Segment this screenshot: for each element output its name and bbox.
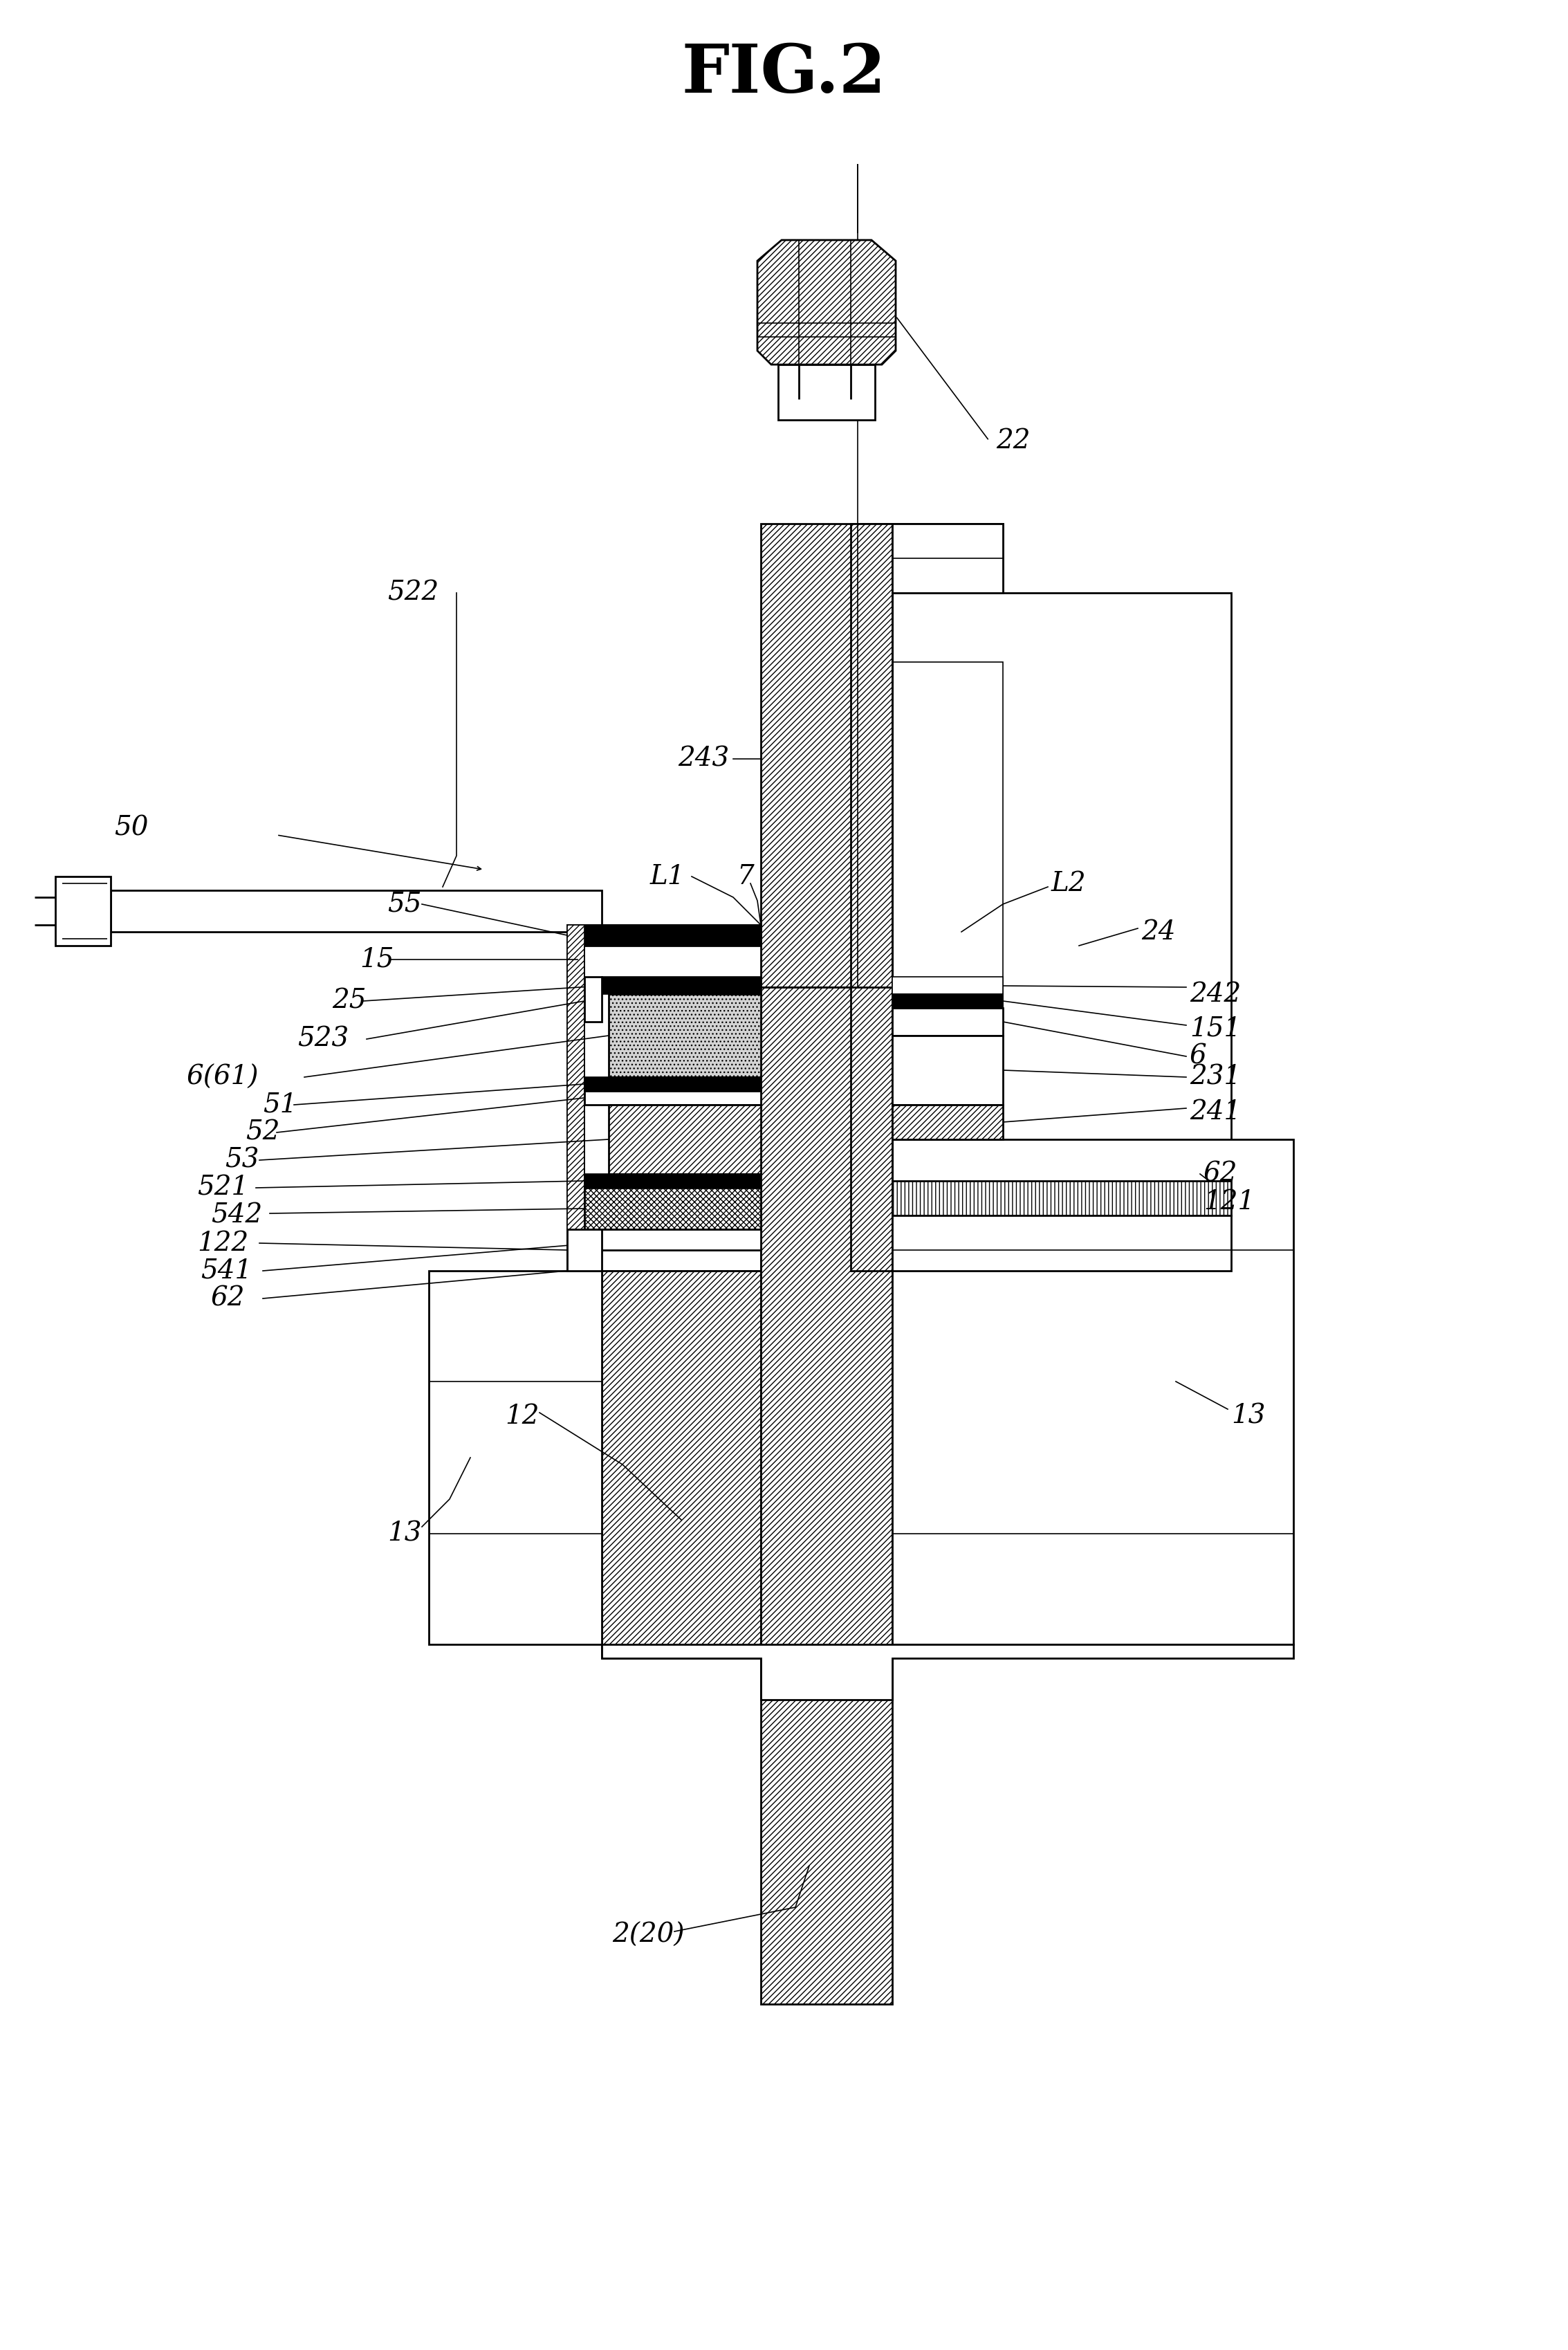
Text: 541: 541 <box>201 1257 252 1283</box>
Text: 13: 13 <box>1231 1403 1265 1429</box>
Text: 50: 50 <box>114 815 149 841</box>
Bar <box>585 1090 760 1104</box>
Bar <box>585 1175 760 1187</box>
Text: 7: 7 <box>737 865 754 888</box>
Polygon shape <box>602 1645 1294 1699</box>
Bar <box>602 978 760 994</box>
Text: L2: L2 <box>1051 869 1087 895</box>
Bar <box>111 891 602 933</box>
Text: 542: 542 <box>212 1203 262 1229</box>
Text: 52: 52 <box>246 1119 279 1144</box>
Bar <box>892 978 1004 994</box>
Text: 122: 122 <box>198 1231 248 1255</box>
Text: 2(20): 2(20) <box>612 1922 684 1948</box>
Text: 242: 242 <box>1190 982 1240 1006</box>
Bar <box>760 1659 892 2005</box>
Text: 121: 121 <box>1204 1189 1254 1215</box>
Bar <box>757 987 851 1015</box>
Text: 62: 62 <box>1204 1161 1237 1187</box>
Text: 12: 12 <box>505 1403 539 1429</box>
Bar <box>55 877 111 945</box>
Bar <box>428 1271 602 1645</box>
Text: 6(61): 6(61) <box>187 1065 259 1090</box>
Text: 15: 15 <box>359 947 394 973</box>
Bar <box>778 364 875 421</box>
Bar <box>568 926 585 1271</box>
Bar <box>568 926 760 945</box>
Text: 62: 62 <box>212 1285 245 1311</box>
Text: 53: 53 <box>224 1147 259 1173</box>
Text: 22: 22 <box>996 428 1030 454</box>
Bar <box>585 978 602 1022</box>
Bar <box>892 1036 1004 1104</box>
Bar <box>892 994 1004 1008</box>
Bar <box>568 926 760 1271</box>
Bar <box>608 1104 760 1175</box>
Text: 51: 51 <box>263 1093 296 1119</box>
Text: 522: 522 <box>387 580 439 606</box>
Bar <box>892 524 1004 592</box>
Text: 13: 13 <box>387 1520 422 1546</box>
Bar <box>568 1229 602 1271</box>
Text: 521: 521 <box>198 1175 248 1201</box>
Bar <box>851 524 892 1271</box>
Bar <box>760 987 892 1659</box>
Text: 6: 6 <box>1190 1043 1207 1069</box>
Bar <box>608 994 760 1076</box>
Bar <box>892 1104 1004 1140</box>
Bar <box>892 592 1231 1271</box>
Bar <box>594 1229 760 1250</box>
Bar <box>892 524 1004 592</box>
Text: 24: 24 <box>1142 919 1176 945</box>
Bar <box>585 1187 760 1229</box>
Text: 25: 25 <box>332 989 367 1013</box>
Bar <box>602 1271 760 1659</box>
Text: FIG.2: FIG.2 <box>682 42 886 106</box>
Bar <box>892 663 1004 1243</box>
Text: 151: 151 <box>1190 1015 1240 1041</box>
Text: 231: 231 <box>1190 1065 1240 1090</box>
Bar <box>568 928 602 987</box>
Bar <box>585 1076 760 1090</box>
Bar <box>892 1215 1231 1271</box>
Text: 523: 523 <box>298 1027 348 1053</box>
Bar <box>760 524 892 987</box>
Text: 241: 241 <box>1190 1100 1240 1126</box>
Text: 243: 243 <box>677 745 729 771</box>
Text: 55: 55 <box>387 891 422 916</box>
Text: L1: L1 <box>651 865 685 888</box>
Polygon shape <box>757 240 895 364</box>
Bar <box>892 1182 1231 1215</box>
Bar <box>892 1140 1294 1645</box>
Bar <box>892 1008 1004 1036</box>
